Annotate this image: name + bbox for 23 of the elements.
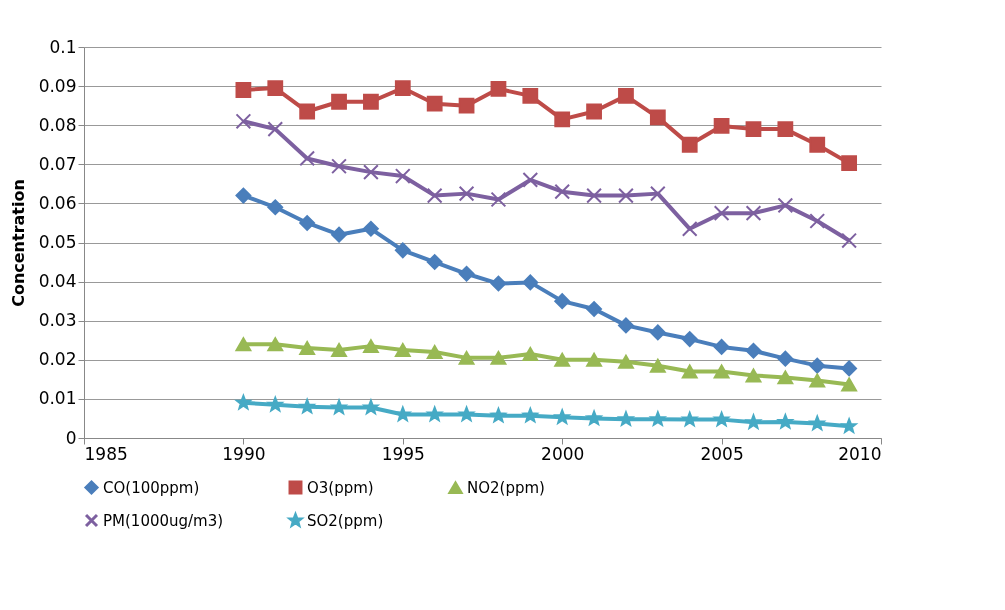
y-tick-label: 0.01 xyxy=(38,388,77,409)
legend-label: PM(1000ug/m3) xyxy=(103,511,224,530)
y-tick-label: 0.07 xyxy=(38,153,77,174)
y-tick-label: 0.1 xyxy=(49,36,77,57)
legend-label: CO(100ppm) xyxy=(103,478,200,497)
y-tick-label: 0 xyxy=(65,427,77,448)
x-tick-label: 1985 xyxy=(84,443,128,464)
y-tick-label: 0.08 xyxy=(38,114,77,135)
y-tick-label: 0.05 xyxy=(38,232,77,252)
y-axis-title: Concentration xyxy=(8,179,28,307)
y-tick-label: 0.06 xyxy=(38,192,77,213)
y-tick-label: 0.03 xyxy=(38,310,77,331)
y-tick-label: 0.09 xyxy=(38,75,77,96)
x-tick-label: 2000 xyxy=(541,443,585,464)
legend-label: SO2(ppm) xyxy=(307,511,384,530)
x-tick-label: 2005 xyxy=(700,443,744,464)
x-tick-label: 1995 xyxy=(381,443,425,464)
legend-label: O3(ppm) xyxy=(307,478,374,497)
y-tick-label: 0.04 xyxy=(38,271,77,292)
y-tick-label: 0.02 xyxy=(38,349,77,370)
x-tick-label: 1990 xyxy=(222,443,266,464)
legend-label: NO2(ppm) xyxy=(467,478,545,497)
x-tick-label: 2010 xyxy=(838,443,882,464)
